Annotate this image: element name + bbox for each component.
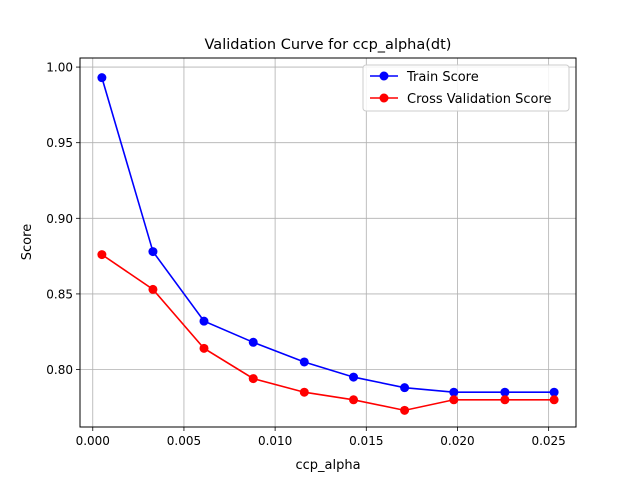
data-point [449, 387, 459, 397]
y-tick-label: 0.90 [46, 212, 73, 226]
y-tick-label: 0.80 [46, 363, 73, 377]
plot-frame [79, 57, 577, 428]
data-point [97, 73, 107, 83]
data-point [400, 405, 410, 415]
data-point [148, 284, 158, 294]
series-cross-validation-score [97, 250, 559, 415]
data-point [449, 395, 459, 405]
data-point [248, 374, 258, 384]
legend: Train Score Cross Validation Score [362, 64, 570, 112]
data-point [349, 372, 359, 382]
series-line [101, 77, 555, 394]
legend-label-train: Train Score [406, 70, 479, 85]
legend-label-cv: Cross Validation Score [407, 92, 552, 107]
legend-box [362, 64, 570, 112]
x-tick-label: 0.010 [258, 434, 292, 448]
x-tick-label: 0.025 [531, 434, 565, 448]
axis-ticks: 0.000 0.005 0.010 0.015 0.020 0.025 0.80 0.85 0.… [46, 61, 566, 448]
chart-title: Validation Curve for ccp_alpha(dt) [205, 37, 452, 53]
data-point [299, 387, 309, 397]
x-tick-label: 0.020 [440, 434, 474, 448]
data-point [199, 343, 209, 353]
x-tick-label: 0.015 [349, 434, 383, 448]
data-point [148, 247, 158, 257]
y-tick-label: 1.00 [46, 61, 73, 75]
data-point [500, 395, 510, 405]
data-point [248, 337, 258, 347]
data-point [97, 250, 107, 260]
x-tick-label: 0.000 [76, 434, 110, 448]
legend-marker-cv [379, 93, 389, 103]
y-tick-label: 0.95 [46, 136, 73, 150]
data-point [549, 387, 559, 397]
data-point [199, 316, 209, 326]
data-point [349, 395, 359, 405]
x-axis-label: ccp_alpha [295, 458, 360, 473]
x-tick-label: 0.005 [167, 434, 201, 448]
data-point [299, 357, 309, 367]
data-series [97, 73, 559, 415]
y-axis-label: Score [20, 224, 35, 260]
series-line [101, 253, 555, 412]
y-tick-label: 0.85 [46, 287, 73, 301]
series-train-score [97, 73, 559, 397]
legend-marker-train [379, 71, 389, 81]
data-point [549, 395, 559, 405]
data-point [400, 383, 410, 393]
data-point [500, 387, 510, 397]
